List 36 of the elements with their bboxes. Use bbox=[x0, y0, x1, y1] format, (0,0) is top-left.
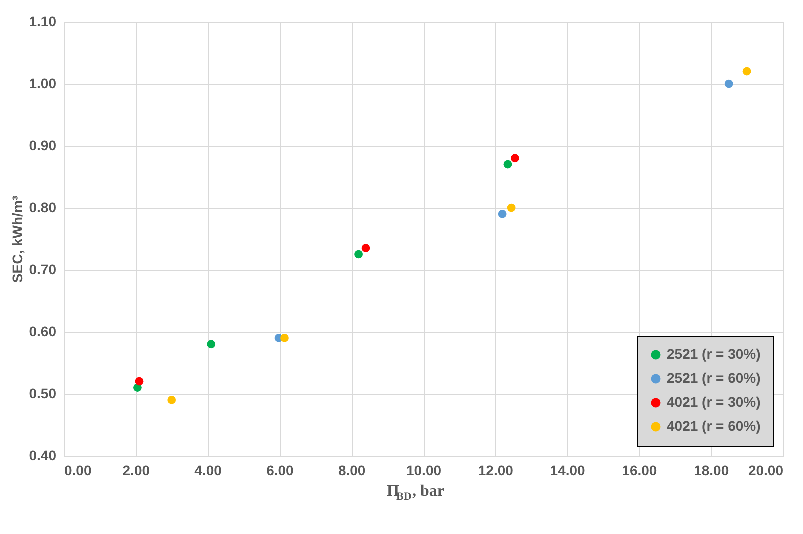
x-tick-label: 20.00 bbox=[748, 462, 784, 478]
x-tick-label: 2.00 bbox=[122, 462, 150, 478]
x-tick-label: 18.00 bbox=[694, 462, 730, 478]
point bbox=[498, 210, 507, 218]
legend-label: 4021 (r = 60%) bbox=[667, 418, 761, 434]
y-tick-label: 0.80 bbox=[29, 200, 57, 216]
y-axis-title: SEC, kWh/m³ bbox=[9, 196, 26, 284]
point bbox=[504, 160, 512, 169]
x-tick-label: 12.00 bbox=[478, 462, 514, 478]
x-tick-label: 8.00 bbox=[338, 462, 366, 478]
y-tick-label: 0.60 bbox=[29, 324, 57, 340]
point bbox=[354, 250, 363, 259]
y-tick-label: 1.00 bbox=[29, 76, 57, 92]
point bbox=[507, 204, 516, 212]
x-tick-label: 4.00 bbox=[194, 462, 222, 478]
legend-label: 4021 (r = 30%) bbox=[667, 394, 761, 410]
y-tick-label: 0.50 bbox=[29, 386, 57, 402]
y-tick-label: 0.70 bbox=[29, 262, 57, 278]
legend-label: 2521 (r = 30%) bbox=[667, 346, 761, 362]
legend-label: 2521 (r = 60%) bbox=[667, 370, 761, 386]
point bbox=[510, 154, 520, 163]
x-tick-label: 6.00 bbox=[266, 462, 294, 478]
x-tick-label: 0.00 bbox=[64, 462, 92, 478]
point bbox=[362, 244, 370, 252]
point bbox=[207, 340, 216, 349]
y-tick-label: 1.10 bbox=[29, 14, 57, 30]
point bbox=[724, 80, 734, 88]
point bbox=[280, 334, 289, 342]
x-tick-label: 14.00 bbox=[550, 462, 586, 478]
point bbox=[135, 377, 144, 386]
y-tick-label: 0.90 bbox=[29, 138, 57, 154]
x-tick-label: 10.00 bbox=[406, 462, 442, 478]
point bbox=[168, 396, 176, 404]
x-tick-label: 16.00 bbox=[622, 462, 658, 478]
y-tick-label: 0.40 bbox=[29, 448, 57, 464]
point bbox=[742, 67, 752, 76]
